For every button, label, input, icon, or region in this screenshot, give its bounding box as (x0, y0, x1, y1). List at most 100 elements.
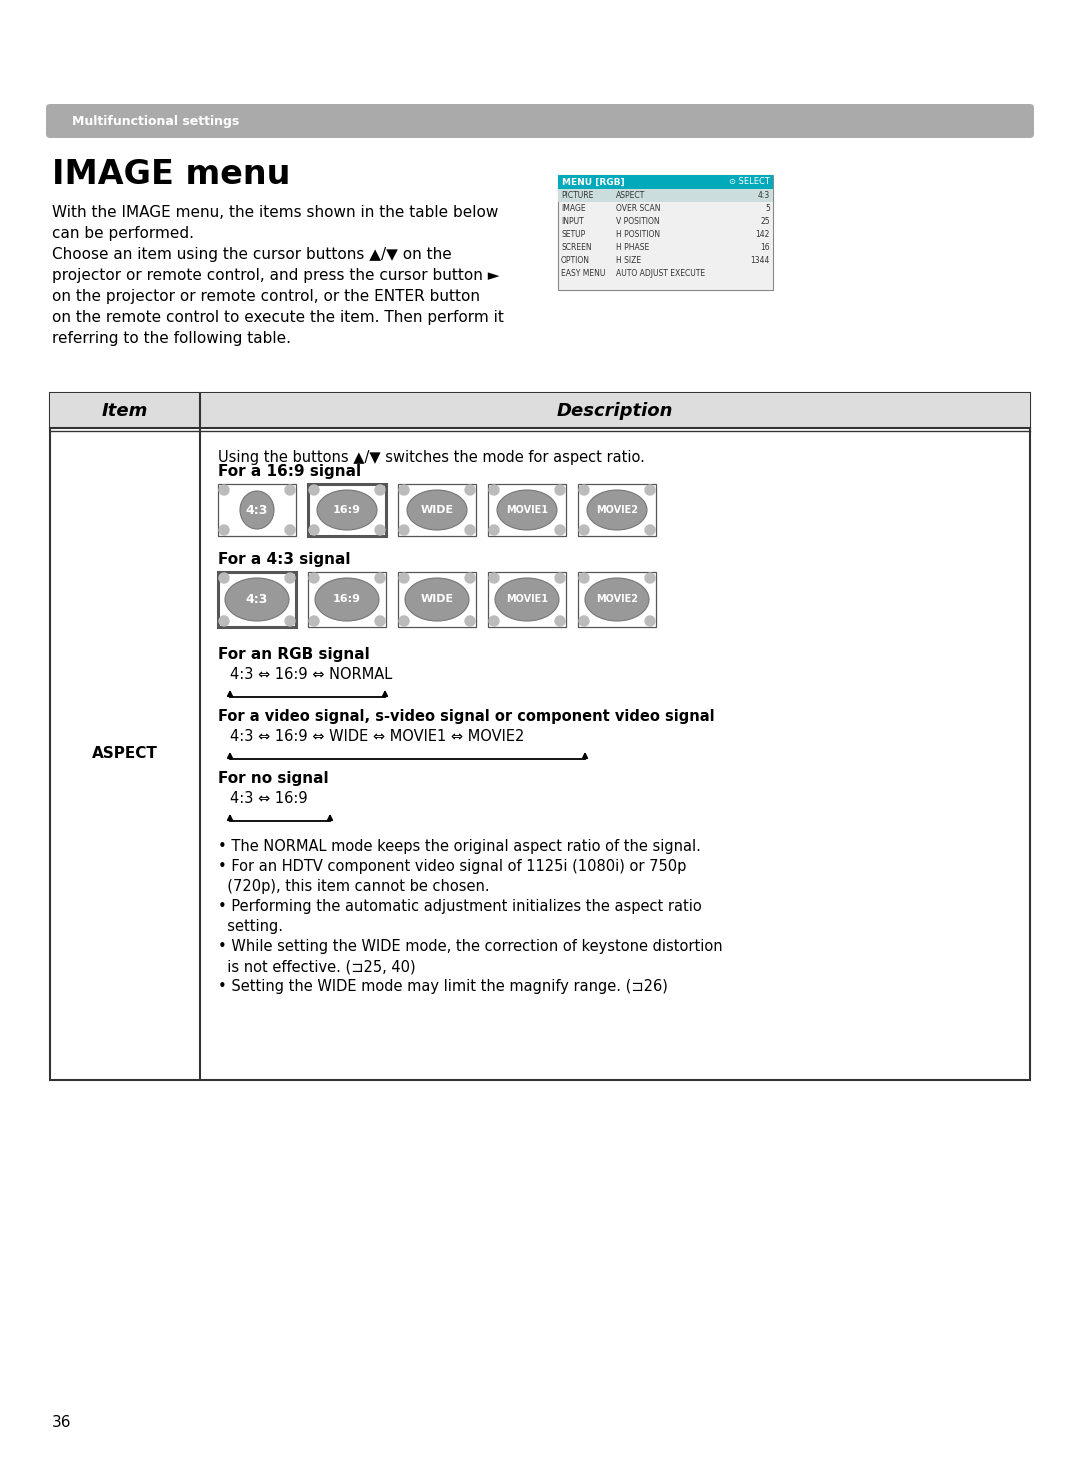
Circle shape (555, 485, 565, 495)
Bar (308, 485, 386, 536)
Ellipse shape (585, 578, 649, 621)
Circle shape (645, 616, 654, 627)
Bar (218, 485, 296, 536)
Circle shape (399, 572, 409, 583)
Bar (578, 485, 656, 536)
Text: 1344: 1344 (751, 256, 770, 265)
Text: INPUT: INPUT (561, 217, 584, 225)
Circle shape (489, 572, 499, 583)
Text: OPTION: OPTION (561, 256, 590, 265)
Circle shape (489, 616, 499, 627)
Text: PICTURE: PICTURE (561, 190, 593, 201)
Circle shape (375, 572, 384, 583)
Circle shape (285, 526, 295, 534)
Circle shape (309, 572, 319, 583)
Circle shape (219, 485, 229, 495)
Circle shape (465, 616, 475, 627)
Text: (720p), this item cannot be chosen.: (720p), this item cannot be chosen. (218, 878, 489, 895)
Circle shape (465, 572, 475, 583)
Ellipse shape (315, 578, 379, 621)
Bar (558, 176, 773, 290)
Text: 4:3 ⇔ 16:9: 4:3 ⇔ 16:9 (230, 791, 308, 807)
Circle shape (645, 485, 654, 495)
Circle shape (645, 572, 654, 583)
Text: can be performed.: can be performed. (52, 225, 194, 242)
Circle shape (579, 485, 589, 495)
Text: projector or remote control, and press the cursor button ►: projector or remote control, and press t… (52, 268, 499, 283)
Bar (50, 392, 1030, 427)
Text: ⊙ SELECT: ⊙ SELECT (729, 177, 770, 186)
Circle shape (399, 526, 409, 534)
Ellipse shape (407, 490, 467, 530)
Text: EASY MENU: EASY MENU (561, 269, 606, 278)
Bar (399, 485, 476, 536)
Text: MOVIE2: MOVIE2 (596, 594, 638, 605)
Circle shape (555, 616, 565, 627)
Bar (399, 572, 476, 627)
Ellipse shape (318, 490, 377, 530)
Text: For an RGB signal: For an RGB signal (218, 647, 369, 662)
Text: Choose an item using the cursor buttons ▲/▼ on the: Choose an item using the cursor buttons … (52, 247, 451, 262)
Circle shape (489, 526, 499, 534)
Circle shape (375, 616, 384, 627)
Text: IMAGE: IMAGE (561, 203, 585, 212)
Text: OVER SCAN: OVER SCAN (616, 203, 661, 212)
Bar (218, 572, 296, 627)
Text: on the remote control to execute the item. Then perform it: on the remote control to execute the ite… (52, 310, 504, 325)
Text: 16: 16 (760, 243, 770, 252)
Circle shape (645, 526, 654, 534)
Text: • Setting the WIDE mode may limit the magnify range. (⊐26): • Setting the WIDE mode may limit the ma… (218, 979, 667, 994)
Text: 142: 142 (756, 230, 770, 239)
Ellipse shape (240, 490, 274, 529)
Text: 4:3: 4:3 (758, 190, 770, 201)
Text: Description: Description (557, 401, 673, 420)
Text: For no signal: For no signal (218, 772, 328, 786)
Bar (578, 572, 656, 627)
Text: Multifunctional settings: Multifunctional settings (72, 114, 240, 127)
Text: For a 16:9 signal: For a 16:9 signal (218, 464, 361, 479)
Circle shape (579, 616, 589, 627)
Text: 16:9: 16:9 (333, 594, 361, 605)
Text: • While setting the WIDE mode, the correction of keystone distortion: • While setting the WIDE mode, the corre… (218, 938, 723, 955)
Ellipse shape (588, 490, 647, 530)
Text: For a video signal, s-video signal or component video signal: For a video signal, s-video signal or co… (218, 709, 715, 725)
Circle shape (465, 485, 475, 495)
Text: Item: Item (102, 401, 148, 420)
Circle shape (285, 572, 295, 583)
Text: H PHASE: H PHASE (616, 243, 649, 252)
Text: • The NORMAL mode keeps the original aspect ratio of the signal.: • The NORMAL mode keeps the original asp… (218, 839, 701, 854)
Text: 16:9: 16:9 (333, 505, 361, 515)
Circle shape (399, 616, 409, 627)
Circle shape (309, 616, 319, 627)
Text: 36: 36 (52, 1416, 71, 1430)
Text: 4:3 ⇔ 16:9 ⇔ NORMAL: 4:3 ⇔ 16:9 ⇔ NORMAL (230, 668, 392, 682)
FancyBboxPatch shape (46, 104, 1034, 138)
Bar (558, 189, 773, 202)
Text: MOVIE2: MOVIE2 (596, 505, 638, 515)
Text: SCREEN: SCREEN (561, 243, 592, 252)
Bar (50, 392, 1030, 1080)
Circle shape (285, 616, 295, 627)
Circle shape (465, 526, 475, 534)
Circle shape (375, 526, 384, 534)
Text: Using the buttons ▲/▼ switches the mode for aspect ratio.: Using the buttons ▲/▼ switches the mode … (218, 449, 645, 466)
Circle shape (399, 485, 409, 495)
Circle shape (579, 572, 589, 583)
Text: V POSITION: V POSITION (616, 217, 660, 225)
Circle shape (555, 572, 565, 583)
Text: AUTO ADJUST EXECUTE: AUTO ADJUST EXECUTE (616, 269, 705, 278)
Bar (488, 485, 566, 536)
Text: ASPECT: ASPECT (616, 190, 645, 201)
Ellipse shape (405, 578, 469, 621)
Text: MOVIE1: MOVIE1 (507, 505, 548, 515)
Text: SETUP: SETUP (561, 230, 585, 239)
Circle shape (309, 526, 319, 534)
Circle shape (219, 616, 229, 627)
Text: on the projector or remote control, or the ENTER button: on the projector or remote control, or t… (52, 288, 480, 305)
Text: WIDE: WIDE (420, 505, 454, 515)
Ellipse shape (225, 578, 289, 621)
Text: 4:3 ⇔ 16:9 ⇔ WIDE ⇔ MOVIE1 ⇔ MOVIE2: 4:3 ⇔ 16:9 ⇔ WIDE ⇔ MOVIE1 ⇔ MOVIE2 (230, 729, 525, 744)
Text: 25: 25 (760, 217, 770, 225)
Text: WIDE: WIDE (420, 594, 454, 605)
Circle shape (219, 526, 229, 534)
